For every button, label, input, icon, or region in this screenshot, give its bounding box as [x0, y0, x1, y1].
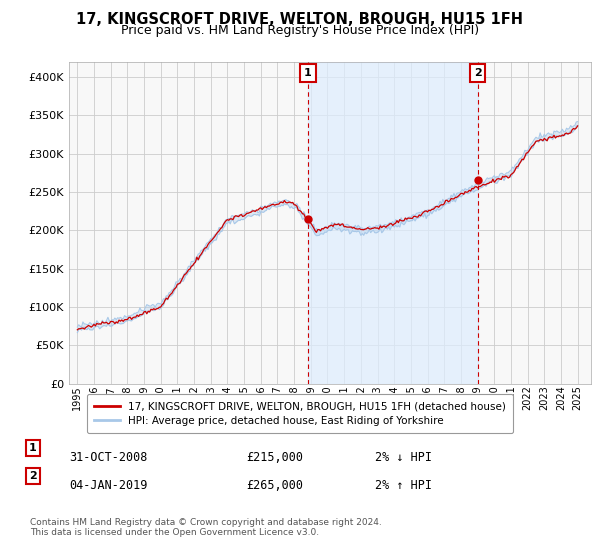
Text: 2: 2 — [474, 68, 481, 78]
Text: 17, KINGSCROFT DRIVE, WELTON, BROUGH, HU15 1FH: 17, KINGSCROFT DRIVE, WELTON, BROUGH, HU… — [77, 12, 523, 27]
Text: 2% ↓ HPI: 2% ↓ HPI — [375, 451, 432, 464]
Text: Price paid vs. HM Land Registry's House Price Index (HPI): Price paid vs. HM Land Registry's House … — [121, 24, 479, 37]
Text: £215,000: £215,000 — [246, 451, 303, 464]
Text: 1: 1 — [29, 443, 37, 453]
Text: 1: 1 — [304, 68, 312, 78]
Text: 04-JAN-2019: 04-JAN-2019 — [69, 479, 148, 492]
Legend: 17, KINGSCROFT DRIVE, WELTON, BROUGH, HU15 1FH (detached house), HPI: Average pr: 17, KINGSCROFT DRIVE, WELTON, BROUGH, HU… — [86, 394, 514, 433]
Text: £265,000: £265,000 — [246, 479, 303, 492]
Text: 2: 2 — [29, 471, 37, 481]
Bar — [308, 62, 478, 384]
Text: 2% ↑ HPI: 2% ↑ HPI — [375, 479, 432, 492]
Text: Contains HM Land Registry data © Crown copyright and database right 2024.
This d: Contains HM Land Registry data © Crown c… — [30, 518, 382, 538]
Text: 31-OCT-2008: 31-OCT-2008 — [69, 451, 148, 464]
